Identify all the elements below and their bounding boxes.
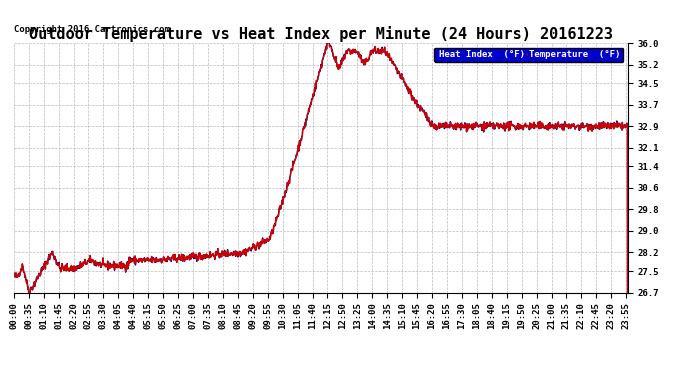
Title: Outdoor Temperature vs Heat Index per Minute (24 Hours) 20161223: Outdoor Temperature vs Heat Index per Mi… (29, 26, 613, 42)
Text: Copyright 2016 Cartronics.com: Copyright 2016 Cartronics.com (14, 25, 170, 34)
Legend: Heat Index  (°F), Temperature  (°F): Heat Index (°F), Temperature (°F) (434, 48, 623, 62)
